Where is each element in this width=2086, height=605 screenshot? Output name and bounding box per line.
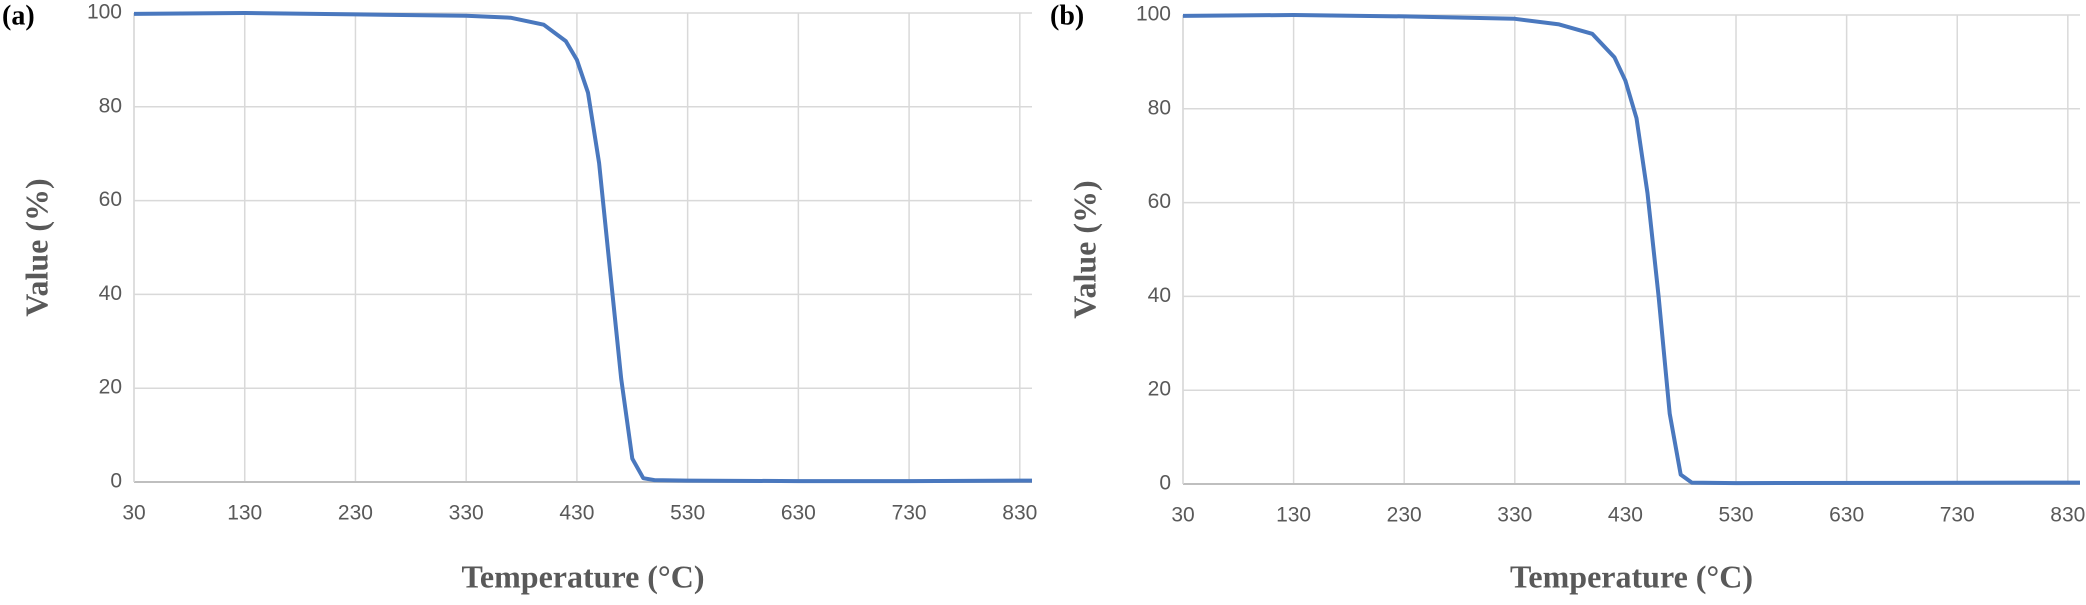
x-tick-label: 430 — [1608, 504, 1643, 527]
y-tick-label: 0 — [1159, 472, 1171, 495]
x-tick-label: 830 — [2050, 504, 2085, 527]
y-tick-label: 60 — [99, 188, 122, 211]
y-axis-title: Value (%) — [18, 178, 54, 316]
x-tick-label: 130 — [227, 502, 262, 525]
y-tick-label: 40 — [99, 282, 122, 305]
x-axis-title: Temperature (°C) — [1510, 558, 1753, 594]
x-tick-label: 330 — [1497, 504, 1532, 527]
y-tick-label: 80 — [99, 94, 122, 117]
x-tick-label: 630 — [1829, 504, 1864, 527]
y-tick-label: 20 — [99, 376, 122, 399]
data-line — [1182, 13, 2081, 486]
x-tick-label: 30 — [1171, 504, 1194, 527]
y-tick-label: 40 — [1148, 284, 1171, 307]
x-tick-label: 130 — [1276, 504, 1311, 527]
x-tick-label: 30 — [122, 502, 145, 525]
x-tick-label: 330 — [449, 502, 484, 525]
data-line — [133, 11, 1033, 484]
y-tick-label: 100 — [87, 1, 122, 24]
y-tick-label: 100 — [1136, 3, 1171, 26]
panel-label: (b) — [1050, 0, 1084, 31]
panel-label: (a) — [2, 0, 35, 31]
x-tick-label: 430 — [559, 502, 594, 525]
x-tick-label: 230 — [338, 502, 373, 525]
x-tick-label: 530 — [670, 502, 705, 525]
x-axis-title: Temperature (°C) — [462, 558, 705, 594]
x-tick-label: 530 — [1718, 504, 1753, 527]
x-tick-label: 730 — [892, 502, 927, 525]
x-tick-label: 830 — [1002, 502, 1037, 525]
y-tick-label: 0 — [110, 470, 122, 493]
y-tick-label: 60 — [1148, 190, 1171, 213]
y-tick-label: 80 — [1148, 96, 1171, 119]
y-axis-title: Value (%) — [1066, 180, 1102, 318]
x-tick-label: 230 — [1387, 504, 1422, 527]
x-tick-label: 730 — [1940, 504, 1975, 527]
y-tick-label: 20 — [1148, 378, 1171, 401]
x-tick-label: 630 — [781, 502, 816, 525]
